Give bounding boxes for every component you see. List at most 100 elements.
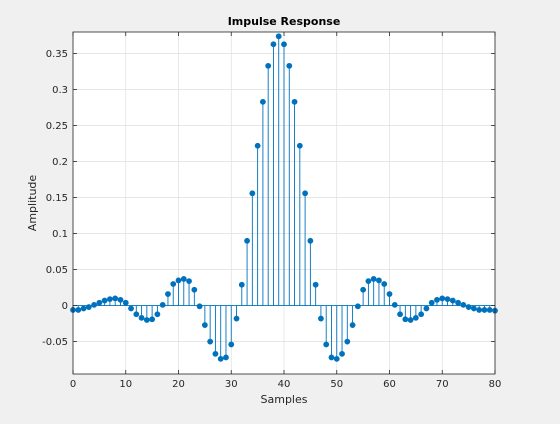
- stem-marker: [85, 304, 92, 310]
- stem-marker: [312, 281, 319, 288]
- stem-marker: [281, 41, 287, 48]
- stem-marker: [249, 190, 256, 197]
- stem-marker: [265, 62, 272, 69]
- y-tick-label: 0.15: [46, 193, 68, 204]
- stem-marker: [365, 278, 372, 285]
- stem-marker: [143, 317, 150, 323]
- stem-marker: [112, 295, 119, 302]
- x-tick-label: 60: [383, 379, 396, 390]
- stem-marker: [196, 303, 203, 310]
- x-axis-ticks: 0 10 20 30 40 50 60 70 80: [70, 32, 502, 390]
- stem-marker: [154, 311, 161, 318]
- x-tick-label: 0: [70, 379, 76, 390]
- stem-marker: [444, 296, 451, 303]
- stem-marker: [370, 276, 377, 282]
- stem-marker: [439, 295, 446, 302]
- stem-marker: [159, 301, 166, 308]
- y-axis-ticks: -0.05 0 0.05 0.1 0.15 0.2 0.25 0.3 0.35: [42, 49, 495, 348]
- stem-marker: [302, 190, 308, 197]
- stem-marker: [476, 307, 483, 313]
- stem-marker: [318, 315, 324, 322]
- stem-marker: [286, 62, 293, 69]
- stem-marker: [307, 237, 314, 244]
- stem-marker: [259, 98, 266, 105]
- y-tick-label: 0.2: [52, 157, 68, 168]
- x-tick-label: 70: [436, 379, 449, 390]
- stem-marker: [186, 278, 192, 285]
- y-tick-label: 0.1: [52, 229, 68, 240]
- stem-marker: [207, 338, 214, 345]
- stem-marker: [201, 322, 208, 328]
- stem-marker: [275, 33, 282, 40]
- x-tick-label: 30: [225, 379, 238, 390]
- y-tick-label: 0.3: [52, 85, 68, 96]
- x-tick-label: 80: [489, 379, 502, 390]
- stem-marker: [291, 98, 298, 105]
- stem-marker: [360, 286, 367, 293]
- stem-marker: [455, 299, 461, 306]
- stem-marker: [107, 296, 113, 303]
- stem-marker: [428, 299, 435, 306]
- stem-marker: [486, 307, 493, 313]
- y-tick-label: 0.05: [46, 265, 68, 276]
- stem-marker: [254, 142, 261, 149]
- stem-marker: [423, 305, 430, 312]
- stem-marker: [434, 296, 440, 303]
- stem-marker: [344, 338, 351, 345]
- stem-marker: [418, 311, 425, 318]
- stem-marker: [339, 350, 345, 357]
- stem-marker: [381, 281, 388, 287]
- stem-marker: [296, 142, 303, 149]
- stem-marker: [228, 341, 235, 348]
- stem-marker: [149, 316, 156, 323]
- stem-marker: [138, 314, 145, 321]
- stem-marker: [412, 314, 419, 321]
- x-axis-label: Samples: [261, 393, 308, 406]
- stem-marker: [96, 299, 103, 306]
- stem-marker: [376, 277, 382, 284]
- stem-marker: [212, 350, 219, 357]
- stem-marker: [238, 281, 245, 288]
- stem-marker: [328, 354, 335, 361]
- y-tick-label: -0.05: [42, 337, 68, 348]
- x-tick-label: 40: [278, 379, 291, 390]
- stem-marker: [117, 296, 124, 303]
- stem-marker: [460, 301, 467, 308]
- stem-marker: [397, 311, 403, 318]
- stem-marker: [91, 301, 97, 308]
- stem-marker: [349, 322, 356, 328]
- stem-marker: [80, 305, 87, 312]
- stem-marker: [402, 316, 409, 323]
- stem-marker: [223, 354, 229, 361]
- y-tick-label: 0.25: [46, 121, 68, 132]
- x-tick-label: 20: [172, 379, 185, 390]
- x-tick-label: 10: [119, 379, 132, 390]
- stem-marker: [470, 305, 477, 312]
- stem-marker: [481, 307, 488, 313]
- stem-marker: [217, 355, 224, 362]
- y-tick-label: 0: [62, 301, 68, 312]
- stem-marker: [323, 341, 330, 348]
- stem-marker: [391, 301, 398, 308]
- stem-marker: [191, 286, 198, 293]
- y-axis-label: Amplitude: [26, 175, 39, 232]
- stem-marker: [122, 299, 129, 306]
- stem-marker: [407, 317, 414, 323]
- stem-marker: [354, 303, 361, 310]
- stem-marker: [101, 297, 108, 304]
- stem-marker: [180, 276, 187, 282]
- stem-marker: [465, 304, 472, 310]
- chart-title: Impulse Response: [228, 15, 341, 28]
- stem-marker: [270, 41, 277, 48]
- stem-marker: [175, 277, 182, 284]
- stem-marker: [75, 307, 82, 313]
- x-tick-label: 50: [330, 379, 343, 390]
- stem-marker: [165, 291, 171, 297]
- y-tick-label: 0.35: [46, 49, 68, 60]
- stem-marker: [333, 355, 340, 362]
- stem-marker: [133, 311, 140, 318]
- stem-marker: [244, 237, 250, 244]
- stem-marker: [386, 291, 393, 297]
